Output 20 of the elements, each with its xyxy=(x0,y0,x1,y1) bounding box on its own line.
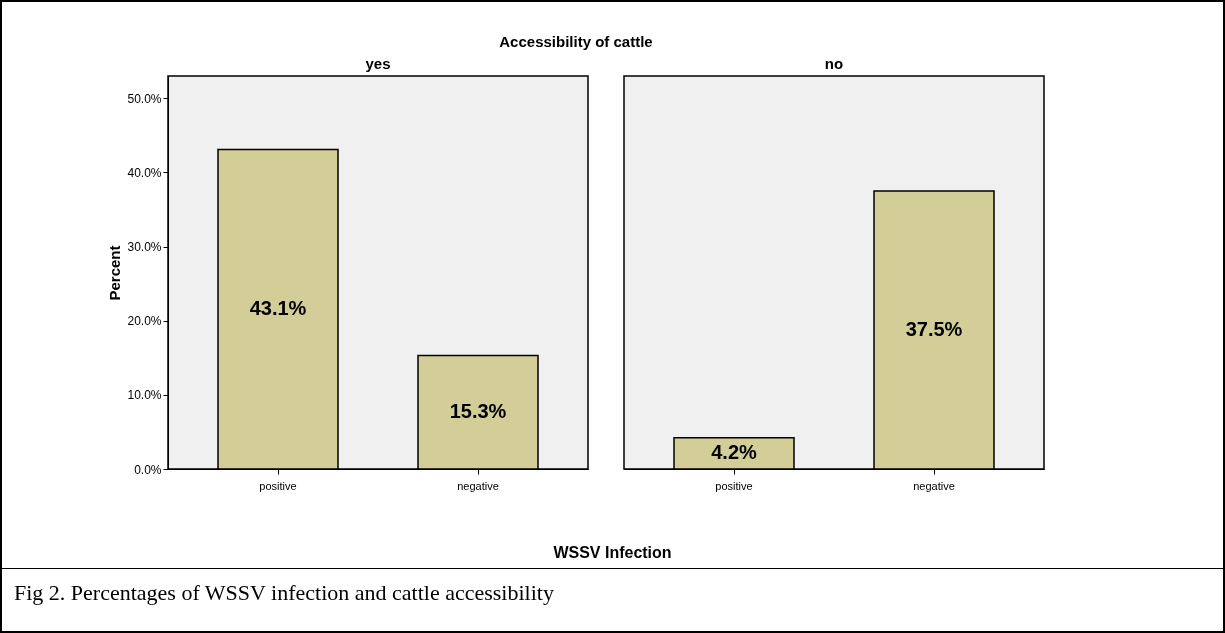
y-axis-title: Percent xyxy=(106,245,124,301)
y-tick-label: 10.0% xyxy=(127,388,162,403)
y-tick-label: 50.0% xyxy=(127,91,162,106)
y-tick-label: 20.0% xyxy=(127,314,162,329)
chart-title: Accessibility of cattle xyxy=(499,33,653,51)
chart-subtitle: no xyxy=(824,55,844,72)
chart-subtitle: yes xyxy=(365,55,391,72)
y-tick-label: 40.0% xyxy=(127,165,162,180)
x-axis-title: WSSV Infection xyxy=(552,544,673,562)
data-label: 37.5% xyxy=(905,317,963,340)
x-tick-label: negative xyxy=(457,479,499,492)
y-tick-label: 0.0% xyxy=(134,462,162,477)
x-tick-label: negative xyxy=(913,479,955,492)
x-tick-label: positive xyxy=(715,479,753,492)
x-tick-label: positive xyxy=(259,479,297,492)
data-label: 4.2% xyxy=(711,441,758,464)
data-label: 15.3% xyxy=(449,400,507,423)
caption: Fig 2. Percentages of WSSV infection and cattle accessibility xyxy=(14,580,554,606)
data-label: 43.1% xyxy=(249,297,307,320)
y-tick-label: 30.0% xyxy=(127,240,162,255)
